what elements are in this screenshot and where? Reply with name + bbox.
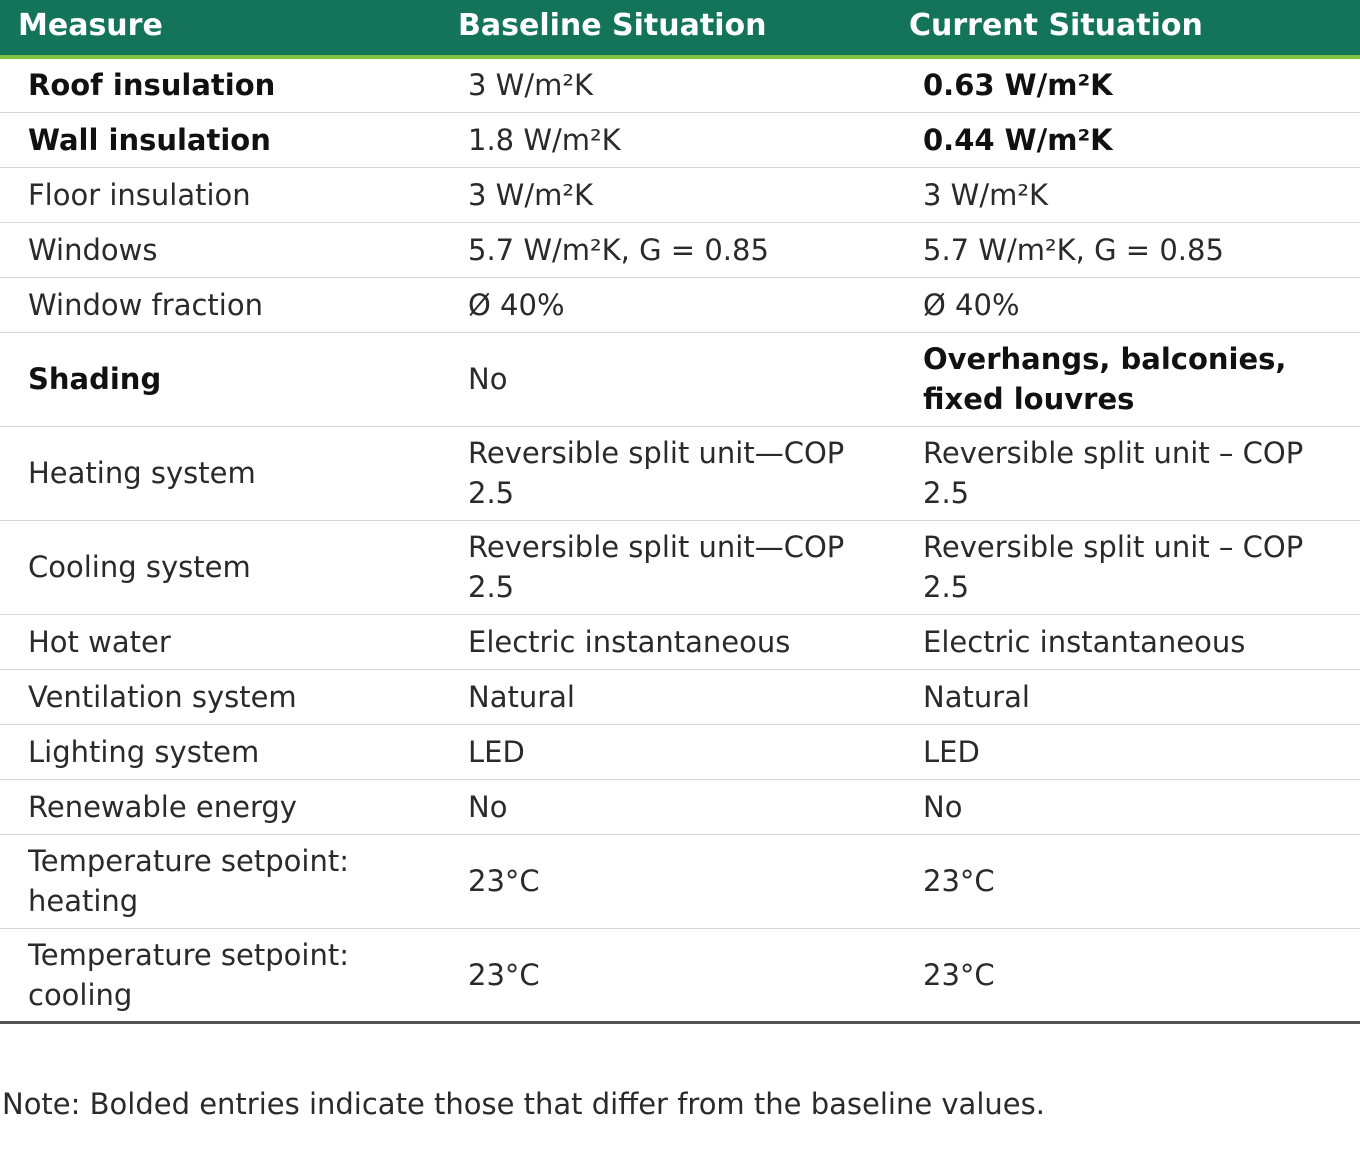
cell-current: No [895, 779, 1360, 835]
cell-current: 0.44 W/m²K [895, 112, 1360, 168]
cell-baseline: Reversible split unit—COP 2.5 [440, 520, 895, 615]
cell-measure: Windows [0, 222, 440, 278]
cell-current: 0.63 W/m²K [895, 57, 1360, 113]
cell-measure: Wall insulation [0, 112, 440, 168]
table-row: Windows 5.7 W/m²K, G = 0.85 5.7 W/m²K, G… [0, 222, 1360, 278]
cell-baseline: LED [440, 724, 895, 780]
cell-baseline: 23°C [440, 834, 895, 929]
cell-measure: Hot water [0, 614, 440, 670]
cell-measure: Ventilation system [0, 669, 440, 725]
cell-current: LED [895, 724, 1360, 780]
cell-baseline: 3 W/m²K [440, 57, 895, 113]
table-row: Cooling system Reversible split unit—COP… [0, 520, 1360, 615]
cell-baseline: Natural [440, 669, 895, 725]
table-row: Hot water Electric instantaneous Electri… [0, 614, 1360, 670]
cell-measure: Lighting system [0, 724, 440, 780]
comparison-table: Measure Baseline Situation Current Situa… [0, 0, 1360, 1024]
cell-baseline: 23°C [440, 928, 895, 1024]
cell-current: 5.7 W/m²K, G = 0.85 [895, 222, 1360, 278]
table-row: Temperature setpoint: heating 23°C 23°C [0, 834, 1360, 929]
header-measure: Measure [0, 0, 440, 59]
table-row: Heating system Reversible split unit—COP… [0, 426, 1360, 521]
comparison-table-container: Measure Baseline Situation Current Situa… [0, 0, 1360, 1024]
cell-measure: Renewable energy [0, 779, 440, 835]
table-row: Roof insulation 3 W/m²K 0.63 W/m²K [0, 57, 1360, 113]
table-row: Ventilation system Natural Natural [0, 669, 1360, 725]
header-current: Current Situation [895, 0, 1360, 59]
cell-current: Natural [895, 669, 1360, 725]
cell-measure: Temperature setpoint: cooling [0, 928, 440, 1024]
cell-baseline: 1.8 W/m²K [440, 112, 895, 168]
cell-current: Reversible split unit – COP 2.5 [895, 520, 1360, 615]
cell-baseline: Electric instantaneous [440, 614, 895, 670]
table-row: Floor insulation 3 W/m²K 3 W/m²K [0, 167, 1360, 223]
table-header: Measure Baseline Situation Current Situa… [0, 0, 1360, 59]
cell-current: 23°C [895, 928, 1360, 1024]
header-baseline: Baseline Situation [440, 0, 895, 59]
cell-current: 3 W/m²K [895, 167, 1360, 223]
cell-baseline: No [440, 332, 895, 427]
cell-current: Overhangs, balconies, fixed louvres [895, 332, 1360, 427]
cell-measure: Window fraction [0, 277, 440, 333]
cell-measure: Cooling system [0, 520, 440, 615]
cell-current: Ø 40% [895, 277, 1360, 333]
cell-measure: Shading [0, 332, 440, 427]
cell-measure: Roof insulation [0, 57, 440, 113]
table-row: Shading No Overhangs, balconies, fixed l… [0, 332, 1360, 427]
cell-baseline: 5.7 W/m²K, G = 0.85 [440, 222, 895, 278]
cell-current: Reversible split unit – COP 2.5 [895, 426, 1360, 521]
cell-measure: Temperature setpoint: heating [0, 834, 440, 929]
cell-measure: Floor insulation [0, 167, 440, 223]
table-row: Temperature setpoint: cooling 23°C 23°C [0, 928, 1360, 1024]
cell-measure: Heating system [0, 426, 440, 521]
cell-baseline: Ø 40% [440, 277, 895, 333]
table-note: Note: Bolded entries indicate those that… [2, 1087, 1045, 1121]
cell-baseline: 3 W/m²K [440, 167, 895, 223]
table-row: Lighting system LED LED [0, 724, 1360, 780]
table-row: Window fraction Ø 40% Ø 40% [0, 277, 1360, 333]
cell-baseline: Reversible split unit—COP 2.5 [440, 426, 895, 521]
cell-current: 23°C [895, 834, 1360, 929]
cell-current: Electric instantaneous [895, 614, 1360, 670]
table-row: Renewable energy No No [0, 779, 1360, 835]
table-row: Wall insulation 1.8 W/m²K 0.44 W/m²K [0, 112, 1360, 168]
table-body: Roof insulation 3 W/m²K 0.63 W/m²K Wall … [0, 57, 1360, 1024]
header-row: Measure Baseline Situation Current Situa… [0, 0, 1360, 59]
cell-baseline: No [440, 779, 895, 835]
